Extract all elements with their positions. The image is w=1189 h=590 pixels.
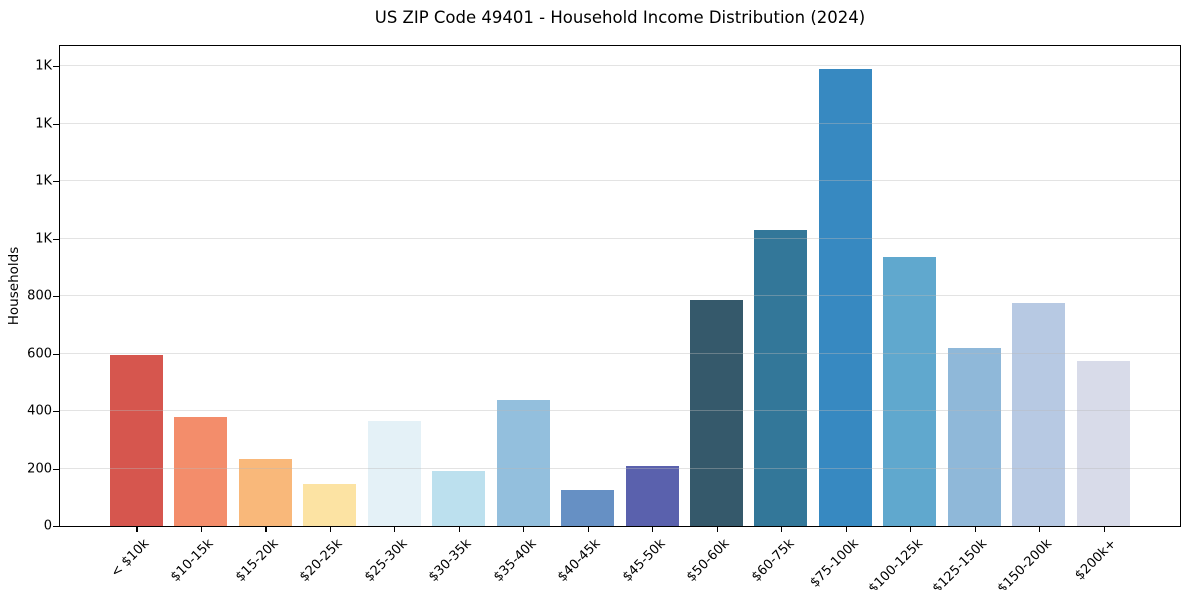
x-tick-label: $20-25k: [297, 536, 346, 585]
y-tick-mark: [53, 181, 59, 183]
y-tick-mark: [53, 411, 59, 413]
bar: [174, 416, 228, 526]
x-tick-label: $75-100k: [807, 536, 862, 590]
y-tick-label: 1K: [35, 116, 52, 132]
x-tick-label: $50-60k: [684, 536, 733, 585]
chart-title: US ZIP Code 49401 - Household Income Dis…: [374, 8, 866, 27]
x-tick-mark: [265, 526, 267, 532]
bar: [432, 471, 486, 526]
x-tick-mark: [136, 526, 138, 532]
x-tick-mark: [845, 526, 847, 532]
bar: [690, 300, 743, 526]
bar: [367, 420, 421, 526]
x-tick-label: $25-30k: [361, 536, 411, 585]
x-tick-mark: [329, 526, 332, 532]
bar: [625, 465, 679, 526]
bar: [818, 69, 872, 526]
x-tick-label: < $10k: [108, 536, 153, 581]
x-tick-mark: [974, 526, 976, 532]
x-tick-label: $60-75k: [748, 536, 798, 585]
y-axis-label: Households: [6, 246, 22, 326]
bar: [1076, 361, 1130, 526]
x-tick-mark: [458, 526, 460, 532]
x-tick-label: $125-150k: [930, 536, 991, 590]
x-tick-mark: [394, 526, 396, 532]
x-tick-label: $200k+: [1072, 536, 1120, 584]
x-tick-mark: [587, 526, 589, 532]
x-tick-mark: [1103, 526, 1105, 532]
y-tick-mark: [53, 353, 59, 355]
y-tick-mark: [53, 238, 59, 240]
bar: [496, 399, 550, 526]
gridline: [60, 237, 1180, 239]
plot-area: [59, 45, 1181, 527]
y-tick-label: 400: [27, 403, 52, 419]
bar: [238, 459, 292, 526]
x-tick-mark: [652, 526, 654, 532]
y-tick-label: 1K: [35, 173, 52, 189]
gridline: [60, 65, 1180, 67]
x-tick-label: $35-40k: [490, 536, 540, 585]
gridline: [60, 122, 1180, 124]
bar: [561, 489, 615, 526]
bar: [1012, 303, 1066, 526]
x-tick-label: $10-15k: [168, 536, 217, 585]
y-tick-mark: [53, 296, 59, 298]
x-tick-mark: [910, 526, 912, 532]
x-tick-label: $30-35k: [426, 536, 475, 585]
gridline: [60, 467, 1180, 469]
x-tick-label: $45-50k: [619, 536, 669, 585]
bar: [754, 230, 808, 526]
x-tick-label: $40-45k: [555, 536, 604, 585]
bar: [883, 256, 937, 526]
bar: [947, 348, 1001, 526]
bar: [109, 355, 163, 526]
x-tick-mark: [781, 526, 783, 532]
gridline: [60, 295, 1180, 297]
gridline: [60, 352, 1180, 354]
x-tick-mark: [523, 526, 525, 532]
x-tick-mark: [200, 526, 203, 532]
x-tick-label: $15-20k: [232, 536, 282, 585]
y-tick-label: 600: [27, 346, 52, 361]
y-tick-mark: [53, 468, 59, 470]
y-tick-label: 200: [27, 461, 52, 476]
y-tick-mark: [53, 526, 59, 528]
y-tick-label: 800: [27, 288, 52, 304]
y-tick-label: 1K: [35, 58, 52, 74]
bar: [303, 484, 357, 526]
y-tick-mark: [53, 66, 59, 68]
y-tick-label: 0: [43, 518, 52, 534]
y-tick-mark: [53, 123, 59, 125]
x-tick-mark: [1039, 526, 1041, 532]
gridline: [60, 180, 1180, 182]
y-tick-label: 1K: [35, 231, 52, 247]
x-tick-label: $150-200k: [994, 536, 1056, 590]
x-tick-label: $100-125k: [865, 536, 927, 590]
x-tick-mark: [716, 526, 718, 532]
gridline: [60, 410, 1180, 411]
